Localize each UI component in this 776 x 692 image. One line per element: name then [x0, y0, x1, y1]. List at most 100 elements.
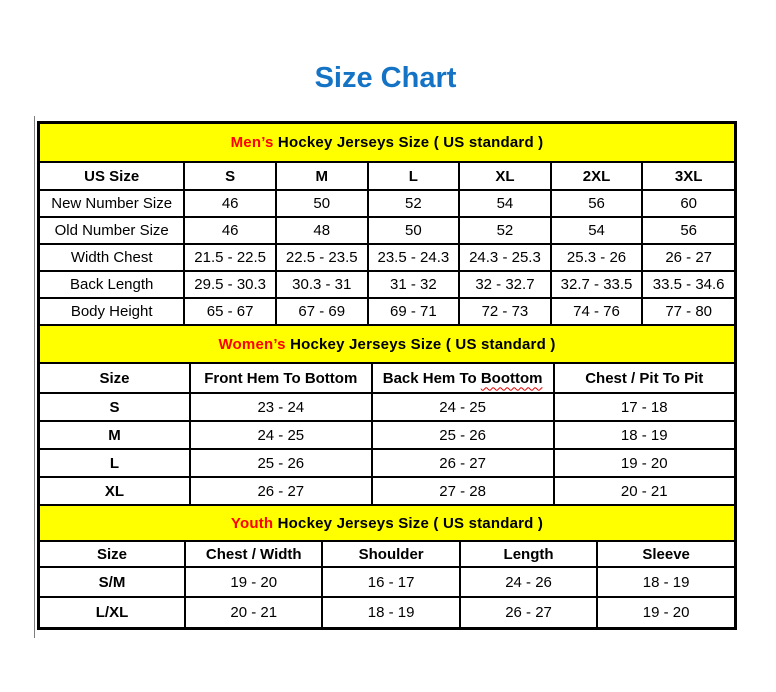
band-title-text: Hockey Jerseys Size ( US standard ) [273, 134, 544, 151]
section-band-youth: Youth Hockey Jerseys Size ( US standard … [40, 506, 734, 542]
size-value-cell: 21.5 - 22.5 [184, 244, 277, 272]
table-row: XL 26 - 27 27 - 28 20 - 21 [40, 477, 734, 506]
size-value-cell: 29.5 - 30.3 [184, 271, 277, 299]
misspelled-word: Boottom [480, 369, 543, 387]
table-row: Width Chest 21.5 - 22.5 22.5 - 23.5 23.5 - … [40, 244, 734, 272]
youth-size-table: Youth Hockey Jerseys Size ( US standard … [40, 506, 734, 627]
size-value-cell: 19 - 20 [553, 449, 734, 478]
size-value-cell: 19 - 20 [642, 604, 690, 621]
col-header: Size [40, 363, 191, 394]
size-chart-table: Men’s Hockey Jerseys Size ( US standard … [37, 121, 737, 630]
section-band-mens: Men’s Hockey Jerseys Size ( US standard … [40, 124, 734, 163]
left-gridline-artifact [34, 116, 35, 638]
size-value-cell: 18 - 19 [553, 421, 734, 450]
size-value-cell: 46 [184, 190, 277, 218]
col-header: Chest / Width [185, 541, 324, 568]
col-header: Sleeve [597, 541, 734, 568]
size-value-cell: 27 - 28 [371, 477, 555, 506]
size-value-cell: 25.3 - 26 [550, 244, 644, 272]
col-header: Chest / Pit To Pit [553, 363, 734, 394]
table-row: L 25 - 26 26 - 27 19 - 20 [40, 449, 734, 478]
table-row: Back Length 29.5 - 30.3 30.3 - 31 31 - 32 32… [40, 271, 734, 299]
size-value-cell: 52 [367, 190, 461, 218]
size-value-cell: 22.5 - 23.5 [275, 244, 369, 272]
size-value-cell: 54 [459, 190, 552, 218]
table-row: New Number Size 46 50 52 54 56 60 [40, 190, 734, 218]
band-highlight-word: Women’s [218, 335, 286, 353]
row-label: L [40, 449, 191, 478]
row-label: Old Number Size [40, 217, 186, 245]
size-value-cell: 20 - 21 [185, 597, 324, 627]
size-value-cell: 18 - 19 [322, 597, 461, 627]
table-row: L/XL 20 - 21 18 - 19 26 - 27 19 - 20 [40, 597, 734, 627]
row-label: New Number Size [40, 190, 186, 218]
size-value-cell: 19 - 20 [185, 567, 324, 598]
size-value-cell: 20 - 21 [553, 477, 734, 506]
table-row: S/M 19 - 20 16 - 17 24 - 26 18 - 19 [40, 567, 734, 598]
page-title: Size Chart [314, 62, 457, 94]
size-value-cell: 72 - 73 [459, 298, 552, 326]
band-highlight-word: Men’s [230, 134, 274, 151]
size-value-cell: 16 - 17 [322, 567, 461, 598]
col-header: S [184, 162, 277, 191]
col-header: Back Hem To Boottom [371, 363, 555, 394]
size-value-cell: 48 [275, 217, 369, 245]
table-row: Old Number Size 46 48 50 52 54 56 [40, 217, 734, 245]
table-row: S 23 - 24 24 - 25 17 - 18 [40, 393, 734, 422]
size-value-cell: 56 [642, 217, 734, 245]
col-header: Front Hem To Bottom [189, 363, 373, 394]
size-value-cell: 24 - 25 [189, 421, 373, 450]
size-value-cell: 26 - 27 [459, 597, 599, 627]
col-header: M [275, 162, 369, 191]
col-header: Length [459, 541, 599, 568]
col-header: US Size [40, 162, 186, 191]
size-value-cell: 67 - 69 [275, 298, 369, 326]
band-title-text: Hockey Jerseys Size ( US standard ) [273, 514, 544, 532]
row-label: M [40, 421, 191, 450]
row-label: Width Chest [40, 244, 186, 272]
size-value-cell: 54 [550, 217, 644, 245]
row-label: S [40, 393, 191, 422]
size-value-cell: 74 - 76 [550, 298, 644, 326]
row-label: L/XL [40, 597, 187, 627]
col-header: Shoulder [322, 541, 461, 568]
size-value-cell: 50 [367, 217, 461, 245]
size-value-cell: 32 - 32.7 [459, 271, 552, 299]
size-value-cell: 32.7 - 33.5 [550, 271, 644, 299]
row-label: XL [40, 477, 191, 506]
table-row: Body Height 65 - 67 67 - 69 69 - 71 72 - 73 7… [40, 298, 734, 326]
row-label: Body Height [40, 298, 186, 326]
row-label: S/M [40, 567, 187, 598]
size-value-cell: 52 [459, 217, 552, 245]
size-value-cell: 56 [550, 190, 644, 218]
size-value-cell: 23.5 - 24.3 [367, 244, 461, 272]
col-header: 2XL [550, 162, 644, 191]
col-header: 3XL [642, 162, 734, 191]
size-value-cell: 18 - 19 [597, 567, 734, 598]
size-value-cell: 60 [642, 190, 734, 218]
size-value-cell: 65 - 67 [184, 298, 277, 326]
col-header: Size [40, 541, 187, 568]
col-header-text: Back Hem To [382, 369, 481, 387]
size-value-cell: 24 - 25 [371, 393, 555, 422]
womens-size-table: Women’s Hockey Jerseys Size ( US standar… [40, 326, 734, 506]
band-highlight-word: Youth [230, 514, 274, 532]
size-value-cell: 23 - 24 [189, 393, 373, 422]
col-header: L [367, 162, 461, 191]
size-value-cell: 50 [275, 190, 369, 218]
row-label: Back Length [40, 271, 186, 299]
size-value-cell: 46 [184, 217, 277, 245]
col-header: XL [459, 162, 552, 191]
size-value-cell: 17 - 18 [553, 393, 734, 422]
size-value-cell: 33.5 - 34.6 [642, 271, 734, 299]
size-value-cell: 26 - 27 [642, 244, 734, 272]
size-value-cell: 25 - 26 [371, 421, 555, 450]
size-value-cell: 25 - 26 [189, 449, 373, 478]
band-title-text: Hockey Jerseys Size ( US standard ) [285, 335, 556, 353]
section-band-womens: Women’s Hockey Jerseys Size ( US standar… [40, 326, 734, 364]
size-value-cell: 69 - 71 [367, 298, 461, 326]
size-value-cell: 77 - 80 [642, 298, 734, 326]
size-value-cell: 31 - 32 [367, 271, 461, 299]
size-value-cell: 24 - 26 [459, 567, 599, 598]
size-value-cell: 26 - 27 [189, 477, 373, 506]
